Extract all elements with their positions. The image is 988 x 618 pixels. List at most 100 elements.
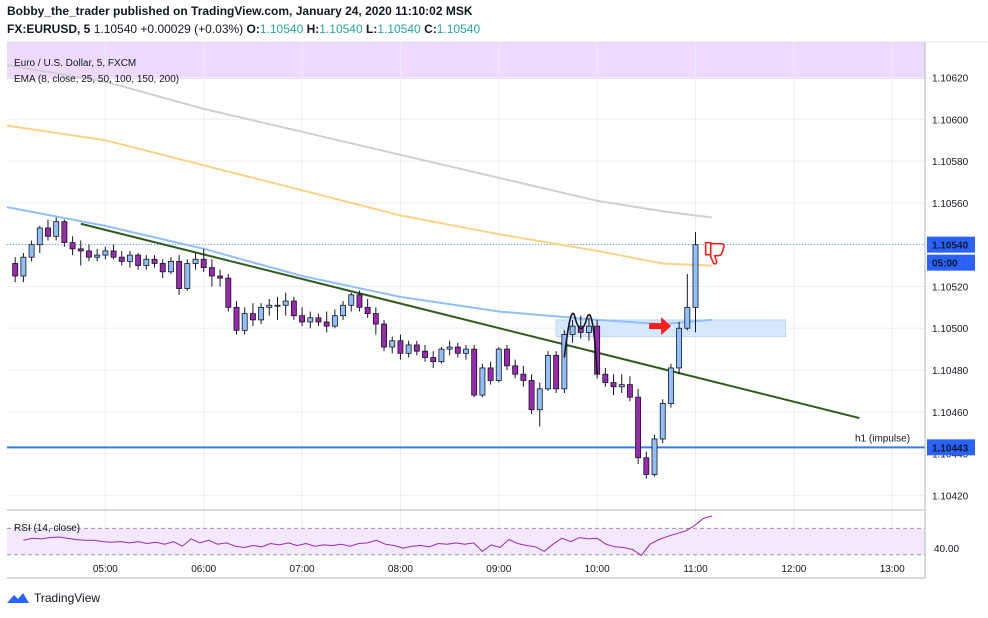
y-tick-label: 1.10600 [932, 115, 969, 126]
countdown-tag-bg [927, 254, 975, 271]
candle-down [454, 346, 461, 354]
x-tick-label: 06:00 [191, 564, 216, 575]
candle-down [69, 242, 76, 250]
candle-up [28, 244, 35, 258]
candle-up [667, 367, 674, 404]
candle-up [561, 334, 568, 390]
x-tick-label: 11:00 [683, 564, 708, 575]
candle-up [618, 384, 625, 388]
high-label: H: [306, 22, 320, 36]
arrow-right-icon [649, 317, 672, 336]
candle-down [61, 221, 68, 243]
candle-down [528, 380, 535, 411]
candle-down [249, 313, 256, 321]
candle-down [512, 365, 519, 375]
candle-up [659, 403, 666, 440]
candle-up [20, 256, 27, 277]
candle-up [676, 327, 683, 369]
candle-down [397, 340, 404, 354]
trendline-line [80, 222, 860, 420]
candle-down [12, 263, 19, 277]
candle-up [651, 438, 658, 475]
candle-down [217, 275, 224, 279]
candle-down [233, 306, 240, 331]
candle-down [635, 396, 642, 459]
candle-down [135, 254, 142, 266]
rsi-tick-label: 40.00 [934, 544, 959, 555]
y-tick-label: 1.10460 [932, 408, 969, 419]
h1-price-tag: 1.10443 [932, 443, 969, 454]
y-tick-label: 1.10500 [932, 324, 969, 335]
candle-up [282, 300, 289, 306]
low-label: L: [366, 22, 378, 36]
candle-up [94, 254, 101, 258]
candle-down [413, 344, 420, 352]
candle-down [200, 258, 207, 269]
candle-down [118, 256, 125, 262]
candle-up [102, 250, 109, 256]
x-tick-label: 05:00 [93, 564, 118, 575]
candle-up [545, 354, 551, 390]
candle-down [504, 348, 510, 367]
candle-down [356, 294, 363, 308]
x-tick-label: 12:00 [781, 564, 806, 575]
trendline[interactable] [80, 222, 860, 420]
candle-down [422, 350, 428, 358]
candle-down [381, 323, 387, 348]
candle-down [77, 248, 84, 252]
ema-line-grey [6, 64, 713, 219]
x-tick-label: 10:00 [585, 564, 610, 575]
candle-up [684, 306, 691, 329]
publisher-text: Bobby_the_trader published on TradingVie… [7, 4, 473, 18]
candle-down [299, 315, 306, 323]
candle-up [331, 315, 338, 327]
candle-up [36, 227, 43, 246]
low-value: 1.10540 [377, 22, 421, 36]
y-tick-label: 1.10520 [932, 282, 969, 293]
symbol-text: FX:EURUSD, 5 [7, 22, 91, 36]
thumbs-down-icon [704, 241, 725, 265]
legend-indicator: EMA (8, close, 25, 50, 100, 150, 200) [14, 74, 179, 85]
candle-up [167, 260, 174, 273]
candle-up [405, 344, 412, 354]
zone-box [555, 319, 787, 338]
candle-down [487, 367, 494, 381]
close-value: 1.10540 [436, 22, 481, 36]
candle-up [569, 325, 576, 335]
candle-up [143, 258, 150, 266]
candle-up [463, 348, 469, 354]
h1-price-tag-bg [927, 439, 975, 456]
candle-up [192, 258, 199, 264]
candle-down [45, 227, 51, 237]
candle-up [274, 304, 281, 307]
footer-brand: TradingView [6, 591, 100, 605]
y-tick-label: 1.10620 [932, 74, 969, 85]
candle-up [692, 244, 699, 308]
candle-down [225, 277, 232, 308]
candle-up [479, 367, 486, 396]
candle-down [430, 357, 437, 363]
candle-down [602, 373, 609, 383]
candle-up [258, 306, 265, 321]
open-value: 1.10540 [259, 22, 304, 36]
candle-down [610, 382, 617, 388]
candle-down [315, 317, 322, 323]
candle-up [127, 254, 133, 262]
candle-up [495, 348, 502, 381]
rsi-line [23, 515, 713, 557]
ema-line-yellow [6, 124, 712, 267]
candle-up [389, 340, 396, 348]
x-tick-label: 13:00 [880, 564, 905, 575]
candle-down [290, 300, 297, 317]
candle-down [471, 348, 478, 396]
candle-up [340, 304, 346, 317]
symbol-line: FX:EURUSD, 5 1.10540 +0.00029 (+0.03%) O… [7, 22, 480, 36]
countdown-tag: 05:00 [932, 259, 958, 270]
header-band [7, 42, 925, 79]
candle-down [159, 263, 166, 273]
candle-down [151, 258, 158, 264]
legend-instrument: Euro / U.S. Dollar, 5, FXCM [14, 58, 136, 69]
y-tick-label: 1.10480 [932, 366, 969, 377]
candle-down [520, 373, 527, 381]
